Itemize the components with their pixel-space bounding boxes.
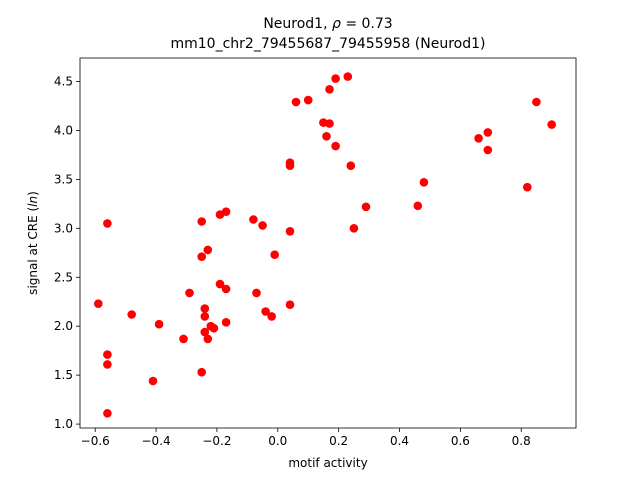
data-point <box>343 72 353 81</box>
data-point <box>285 158 295 167</box>
data-point <box>103 409 112 418</box>
x-tick-label: 0.2 <box>329 434 348 448</box>
data-point <box>197 367 206 377</box>
y-tick-label: 4.5 <box>54 74 73 88</box>
data-point <box>94 299 103 309</box>
data-point <box>185 288 194 298</box>
x-tick-label: 0.6 <box>451 434 470 448</box>
data-point <box>252 288 261 298</box>
data-point <box>267 312 277 321</box>
data-point <box>474 134 483 143</box>
y-axis-ticks: 1.0 1.5 2.0 2.5 3.0 3.5 4.0 4.5 <box>54 74 80 431</box>
data-point <box>261 307 270 316</box>
data-point <box>103 360 112 369</box>
data-point <box>285 300 295 310</box>
data-point <box>523 182 532 192</box>
data-point <box>200 327 210 337</box>
data-point <box>346 161 356 170</box>
data-point <box>325 85 334 94</box>
data-point <box>349 224 359 233</box>
y-tick-label: 4.0 <box>54 123 73 137</box>
data-point <box>200 312 210 321</box>
data-points <box>94 72 556 418</box>
data-point <box>331 74 340 83</box>
data-point <box>303 95 313 105</box>
data-point <box>249 215 258 224</box>
y-tick-label: 2.5 <box>54 270 73 284</box>
data-point <box>221 318 231 327</box>
x-tick-label: −0.6 <box>81 434 110 448</box>
data-point <box>215 279 225 289</box>
data-point <box>200 304 210 313</box>
y-tick-label: 3.5 <box>54 172 73 186</box>
data-point <box>127 310 136 319</box>
x-axis-label: motif activity <box>288 456 367 470</box>
x-tick-label: 0.8 <box>512 434 531 448</box>
x-tick-label: 0.4 <box>390 434 409 448</box>
data-point <box>197 252 206 261</box>
y-tick-label: 3.0 <box>54 221 73 235</box>
x-tick-label: −0.4 <box>142 434 171 448</box>
data-point <box>148 376 158 386</box>
data-point <box>532 97 541 107</box>
x-axis-ticks: −0.6 −0.4 −0.2 0.0 0.2 0.4 0.6 0.8 <box>81 428 531 448</box>
data-point <box>270 250 280 259</box>
data-point <box>103 219 112 228</box>
y-tick-label: 1.0 <box>54 417 73 431</box>
plot-frame <box>79 57 577 429</box>
data-point <box>483 128 493 137</box>
data-point <box>547 120 556 129</box>
data-point <box>322 132 331 141</box>
data-point <box>483 145 493 155</box>
chart-subtitle: mm10_chr2_79455687_79455958 (Neurod1) <box>171 36 486 52</box>
data-point <box>361 202 371 212</box>
data-point <box>103 350 112 359</box>
data-point <box>419 178 429 187</box>
data-point <box>221 284 231 294</box>
data-point <box>291 97 301 107</box>
data-point <box>221 207 231 216</box>
y-tick-label: 2.0 <box>54 319 73 333</box>
data-point <box>325 119 334 128</box>
data-point <box>209 323 219 333</box>
data-point <box>413 201 423 211</box>
data-point <box>203 334 213 344</box>
x-tick-label: 0.0 <box>268 434 287 448</box>
data-point <box>203 245 213 255</box>
data-point <box>331 141 340 151</box>
y-axis-label: signal at CRE (ln) <box>26 191 40 295</box>
x-tick-label: −0.2 <box>202 434 231 448</box>
y-tick-label: 1.5 <box>54 368 73 382</box>
data-point <box>285 227 295 236</box>
data-point <box>154 319 164 329</box>
data-point <box>258 221 267 230</box>
chart-title: Neurod1, ρ = 0.73 <box>263 16 392 32</box>
data-point <box>197 217 206 226</box>
data-point <box>179 334 188 344</box>
